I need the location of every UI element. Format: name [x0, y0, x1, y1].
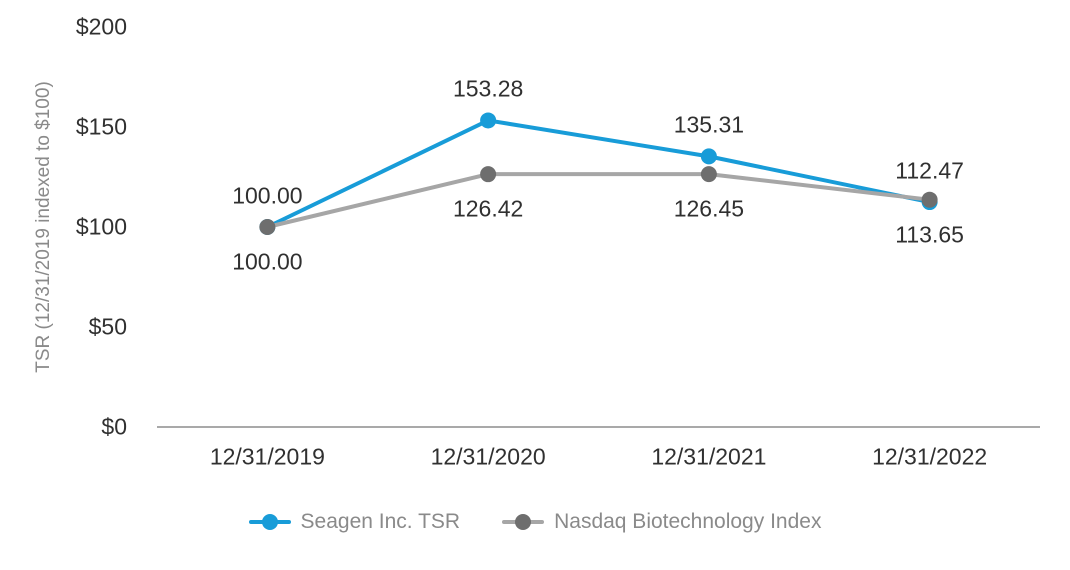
legend-swatch-gray-line-marker-icon	[502, 514, 545, 530]
data-label: 100.00	[232, 182, 303, 209]
y-tick-label: $200	[75, 13, 127, 40]
legend: Seagen Inc. TSR Nasdaq Biotechnology Ind…	[0, 505, 1070, 539]
data-label: 126.45	[673, 195, 745, 222]
legend-item-seagen: Seagen Inc. TSR	[248, 510, 461, 534]
y-tick-label: $100	[75, 213, 127, 240]
y-tick-label: $0	[101, 413, 127, 440]
data-label: 135.31	[673, 111, 745, 138]
data-label: 153.28	[452, 75, 524, 102]
legend-item-nasdaq-biotech: Nasdaq Biotechnology Index	[502, 510, 821, 534]
y-tick-label: $50	[88, 313, 127, 340]
legend-label: Nasdaq Biotechnology Index	[554, 510, 822, 533]
data-label: 112.47	[895, 157, 964, 184]
x-tick-label: 12/31/2019	[209, 443, 325, 470]
x-tick-label: 12/31/2022	[872, 443, 988, 470]
data-label: 113.65	[895, 221, 964, 248]
legend-label: Seagen Inc. TSR	[300, 510, 461, 533]
x-tick-label: 12/31/2021	[651, 443, 767, 470]
data-label: 126.42	[452, 195, 524, 222]
y-tick-label: $150	[75, 113, 127, 140]
data-label: 100.00	[232, 248, 303, 275]
x-tick-label: 12/31/2020	[430, 443, 546, 470]
legend-swatch-blue-line-marker-icon	[248, 514, 291, 530]
